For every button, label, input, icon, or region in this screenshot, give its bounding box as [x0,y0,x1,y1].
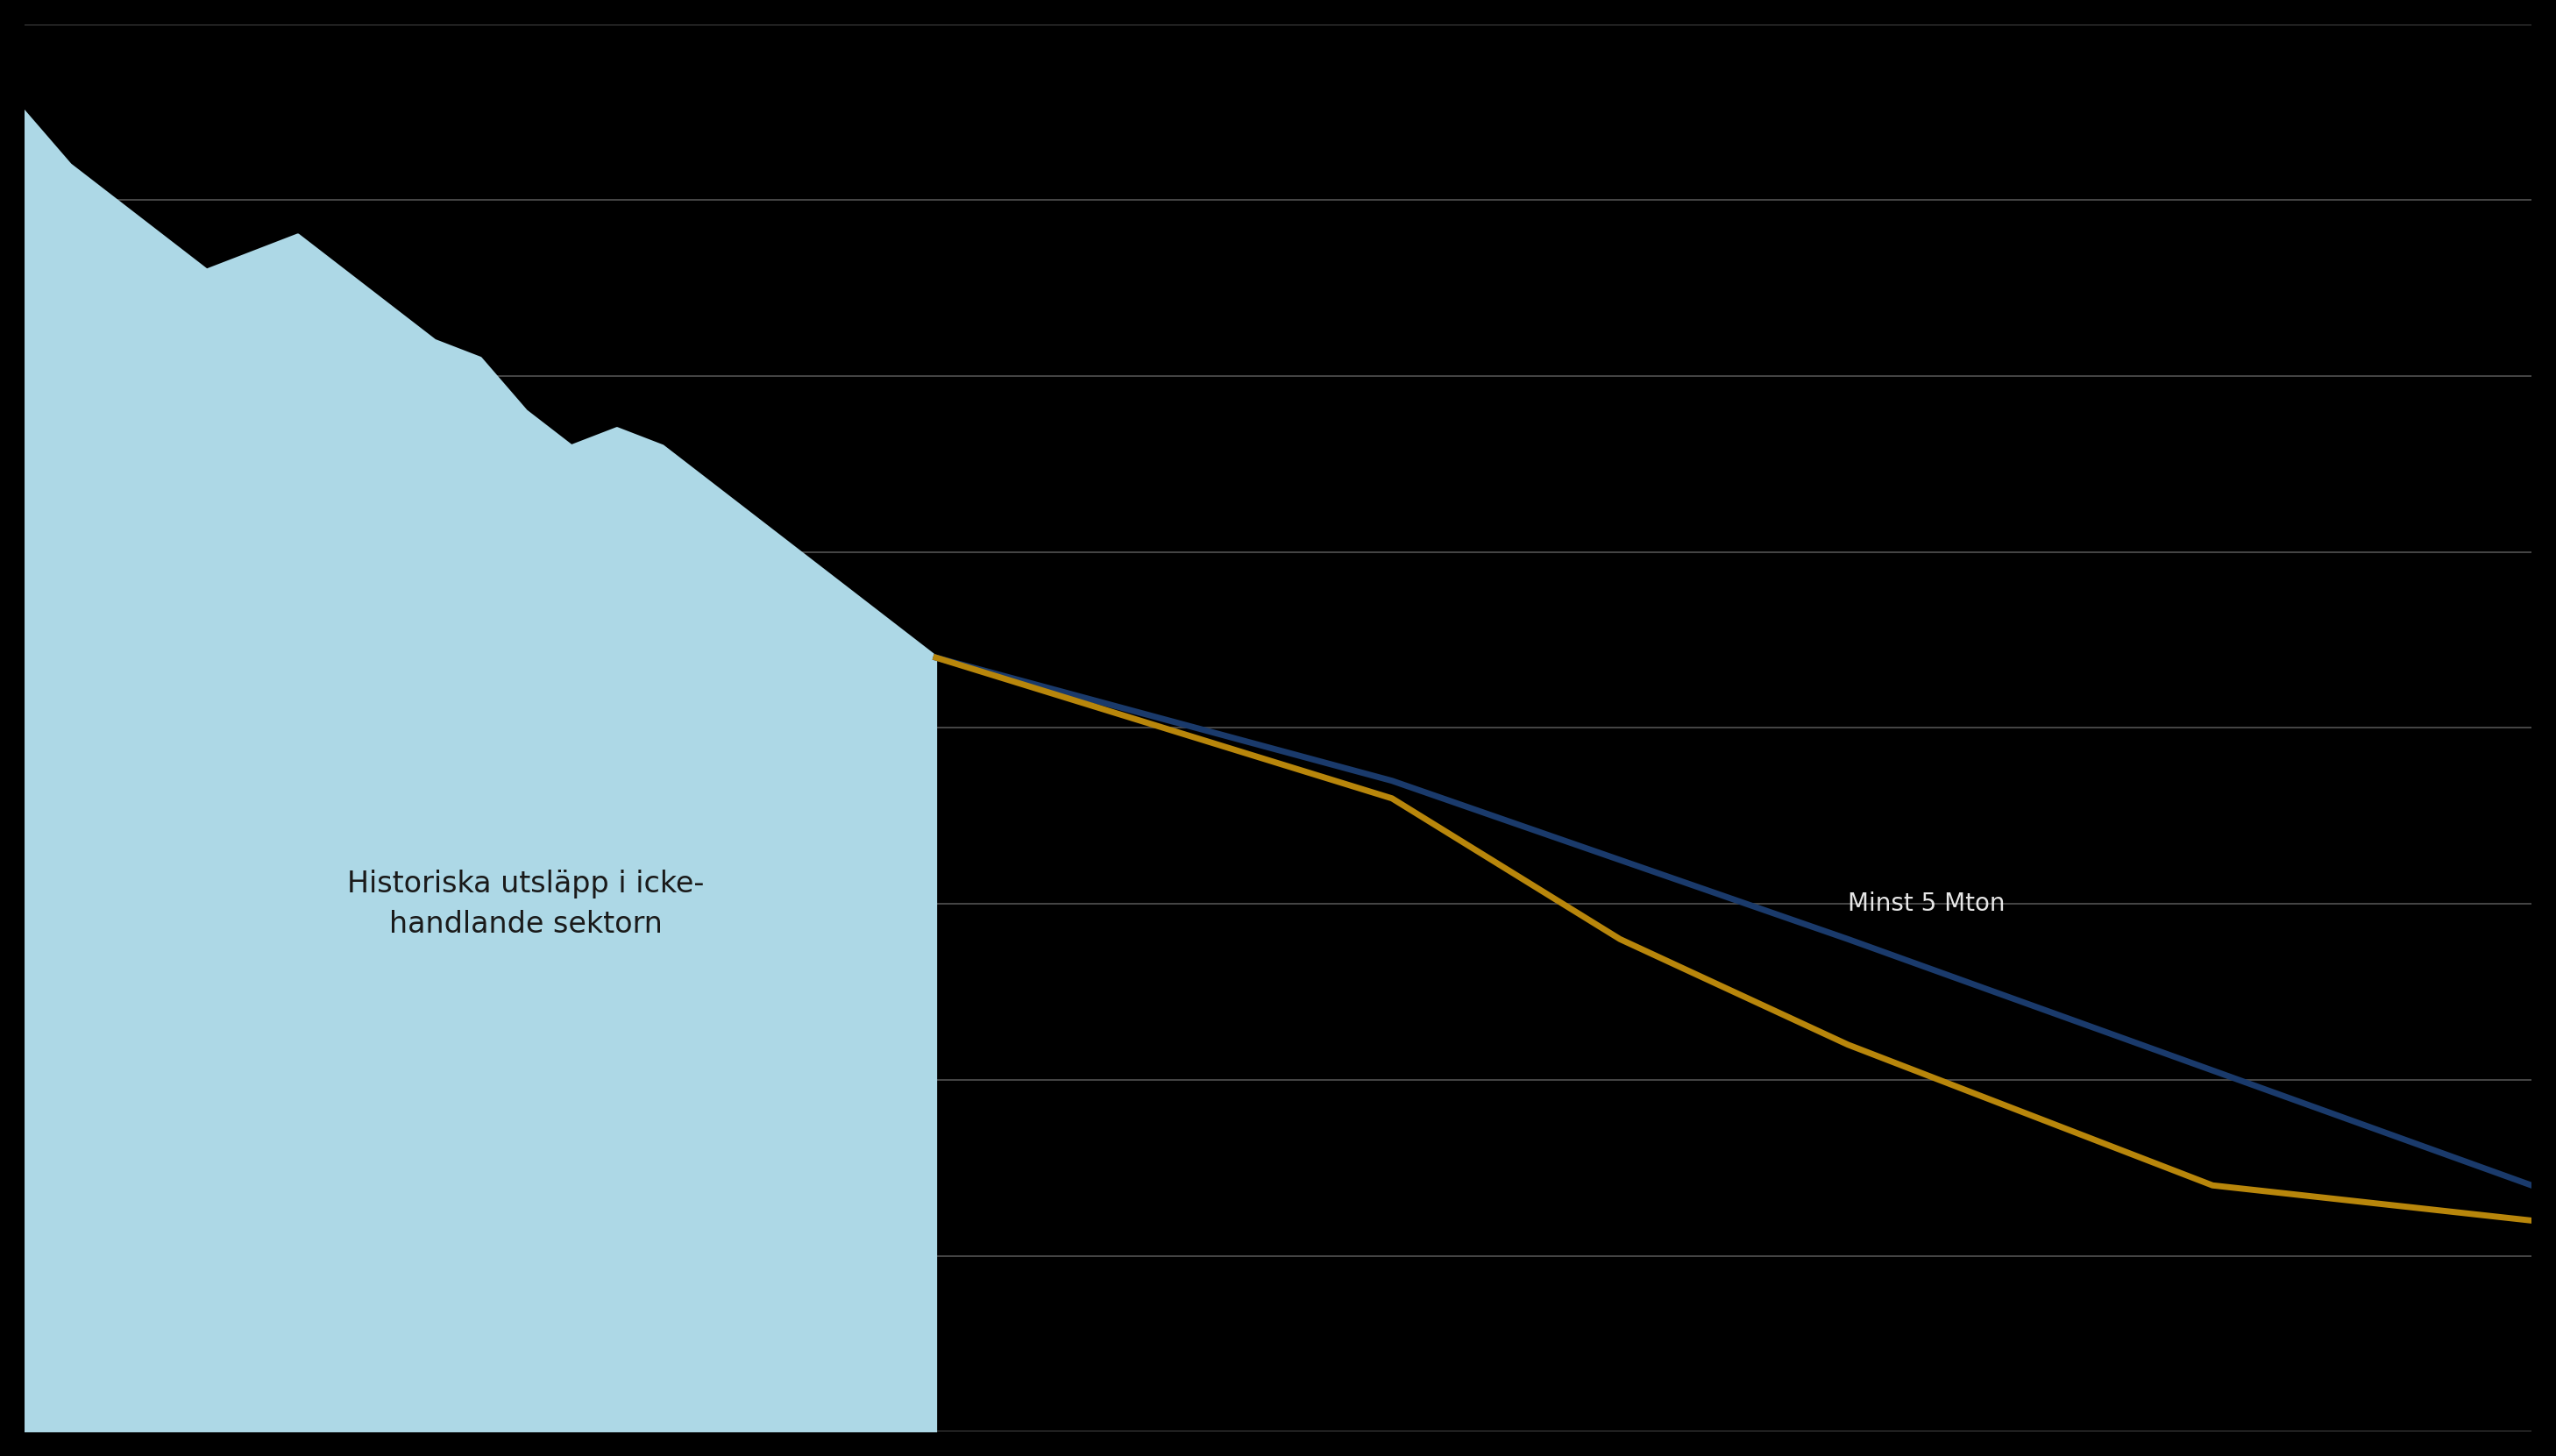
Text: Historiska utsläpp i icke-
handlande sektorn: Historiska utsläpp i icke- handlande sek… [348,869,705,939]
Text: Minst 5 Mton: Minst 5 Mton [1848,891,2004,916]
